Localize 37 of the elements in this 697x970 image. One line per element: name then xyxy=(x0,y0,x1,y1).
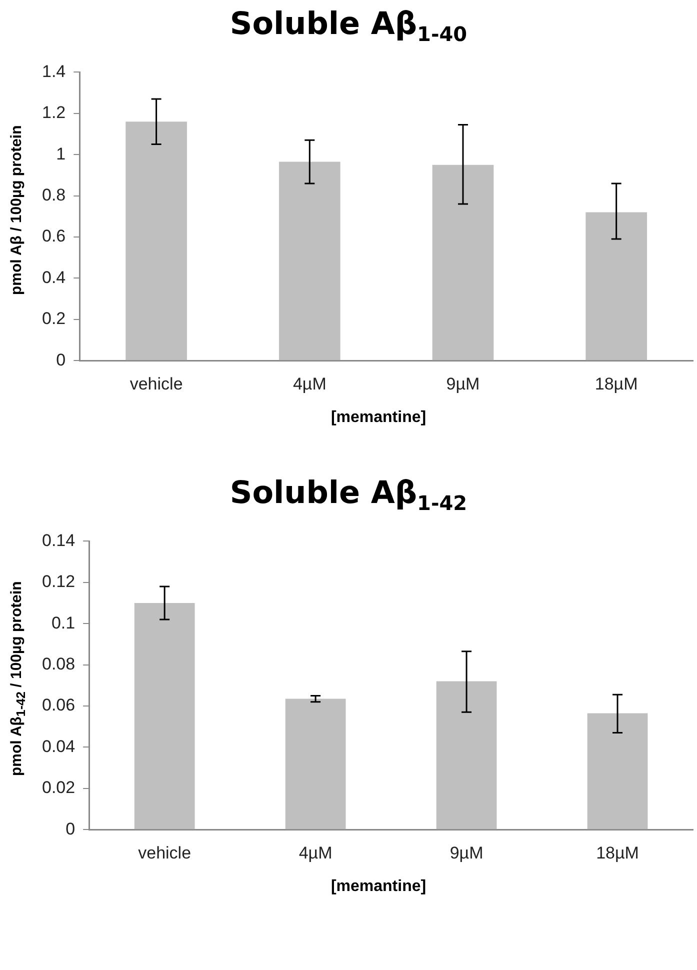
x-tick-label: 4µM xyxy=(292,374,326,394)
bar xyxy=(587,713,648,830)
y-tick-label: 1.4 xyxy=(42,62,66,81)
y-tick-label: 0.2 xyxy=(42,309,66,328)
chart-title: Soluble Aβ$_{1-42}$ xyxy=(228,474,468,518)
x-tick-label: 18µM xyxy=(596,843,639,862)
bar xyxy=(285,698,346,830)
bar xyxy=(586,212,647,360)
bar xyxy=(126,122,187,360)
y-tick-label: 0.1 xyxy=(51,613,76,632)
x-tick-label: vehicle xyxy=(130,374,183,394)
x-axis-title: [memantine] xyxy=(330,409,428,427)
y-tick-label: 0 xyxy=(66,819,76,838)
chart-title: Soluble Aβ$_{1-40}$ xyxy=(228,5,468,48)
x-axis-title: [memantine] xyxy=(330,878,428,896)
bar xyxy=(436,681,497,830)
x-tick-label: vehicle xyxy=(138,843,192,862)
x-tick-label: 4µM xyxy=(298,843,332,862)
y-tick-label: 0.12 xyxy=(42,572,76,592)
y-tick-label: 0.02 xyxy=(42,778,76,798)
y-tick-label: 0.14 xyxy=(42,530,76,550)
y-tick-label: 0.8 xyxy=(42,185,66,204)
y-tick-label: 0.4 xyxy=(42,268,66,287)
y-tick-label: 0 xyxy=(56,350,66,370)
y-axis-title: pmol Aβ / 100µg protein xyxy=(8,124,25,297)
x-tick-label: 9µM xyxy=(450,843,484,862)
x-tick-label: 18µM xyxy=(594,374,638,394)
bar xyxy=(134,603,195,830)
y-tick-label: 0.6 xyxy=(42,226,66,246)
bar xyxy=(278,162,340,360)
y-tick-label: 1.2 xyxy=(42,103,66,122)
y-tick-label: 0.06 xyxy=(42,696,76,715)
bar xyxy=(432,164,494,360)
y-tick-label: 1 xyxy=(56,144,66,164)
x-tick-label: 9µM xyxy=(446,374,480,394)
y-tick-label: 0.04 xyxy=(42,736,76,756)
y-tick-label: 0.08 xyxy=(42,654,76,674)
